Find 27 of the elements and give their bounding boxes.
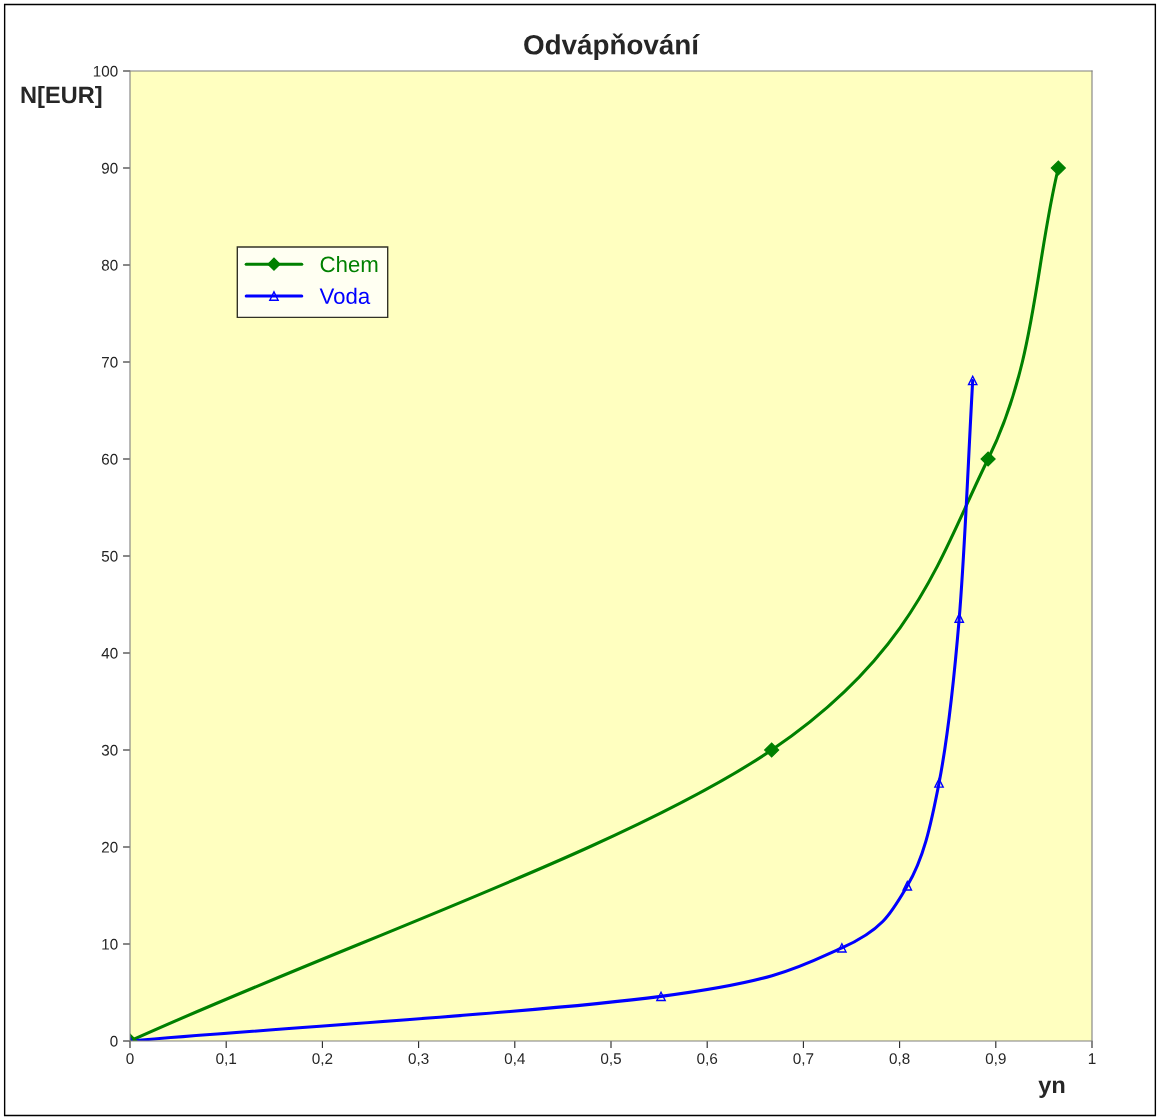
y-tick-label: 10 <box>102 938 118 950</box>
y-tick-label: 90 <box>101 162 118 174</box>
y-tick-label: 80 <box>101 259 118 271</box>
y-tick-label: 0 <box>110 1035 118 1047</box>
y-tick-label: 100 <box>93 65 118 77</box>
y-tick-label: 70 <box>101 356 118 368</box>
x-tick-label: 0,7 <box>793 1053 814 1066</box>
y-tick-label: 50 <box>101 550 118 562</box>
y-axis-title: N[EUR] <box>21 86 102 108</box>
x-tick-label: 0 <box>126 1053 134 1065</box>
x-tick-label: 0,3 <box>408 1053 429 1066</box>
x-tick-label: 0,2 <box>312 1053 333 1066</box>
y-tick-label: 30 <box>101 744 118 756</box>
y-tick-label: 60 <box>101 453 118 465</box>
x-tick-label: 0,8 <box>889 1053 910 1066</box>
x-tick-label: 0,5 <box>600 1053 621 1066</box>
legend-label: Voda <box>319 287 371 305</box>
legend-label: Chem <box>320 255 378 273</box>
x-tick-label: 0,9 <box>985 1053 1006 1066</box>
x-tick-label: 0,1 <box>216 1053 237 1066</box>
y-tick-label: 40 <box>101 647 118 659</box>
y-tick-label: 20 <box>101 841 118 853</box>
x-tick-label: 1 <box>1088 1053 1096 1064</box>
x-tick-label: 0,4 <box>504 1053 525 1066</box>
x-tick-label: 0,6 <box>697 1053 718 1066</box>
chart-title: Odvápňování <box>524 33 700 61</box>
x-axis-title: yn <box>1038 1080 1065 1099</box>
